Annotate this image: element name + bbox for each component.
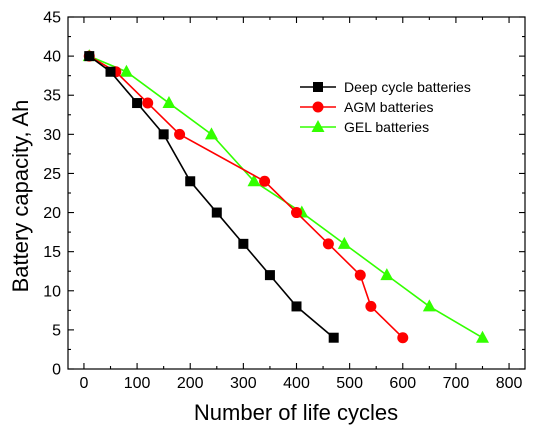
data-point-deep-cycle-batteries [328, 332, 339, 343]
y-tick-label: 0 [52, 362, 61, 379]
legend-label: AGM batteries [344, 99, 433, 115]
data-point-gel-batteries [119, 64, 133, 77]
data-point-agm-batteries [142, 97, 154, 109]
x-tick-label: 600 [389, 375, 416, 392]
legend: Deep cycle batteries AGM batteries GEL bat… [300, 79, 471, 135]
x-tick-label: 200 [177, 375, 204, 392]
data-point-gel-batteries [247, 174, 261, 187]
series-gel-batteries [82, 49, 489, 343]
y-tick-label: 10 [43, 283, 61, 300]
legend-item-gel-batteries: GEL batteries [300, 119, 429, 135]
legend-marker [311, 120, 325, 132]
x-tick-label: 0 [79, 375, 88, 392]
legend-item-agm-batteries: AGM batteries [300, 99, 433, 115]
data-point-deep-cycle-batteries [185, 176, 196, 187]
data-point-gel-batteries [380, 268, 394, 281]
y-tick-label: 20 [43, 205, 61, 222]
x-tick-label: 700 [443, 375, 470, 392]
data-point-deep-cycle-batteries [158, 129, 169, 140]
data-point-agm-batteries [354, 269, 366, 281]
y-tick-label: 40 [43, 49, 61, 66]
data-point-gel-batteries [422, 299, 436, 312]
x-axis-title: Number of life cycles [194, 400, 398, 425]
x-axis: 0 100 200 300 400 500 600 700 800 [79, 17, 523, 392]
data-point-deep-cycle-batteries [84, 51, 95, 62]
plot-border [67, 16, 526, 370]
series-deep-cycle-batteries [84, 51, 339, 343]
data-point-agm-batteries [365, 300, 377, 312]
legend-label: GEL batteries [344, 119, 429, 135]
plot-series [82, 49, 489, 344]
x-tick-label: 500 [336, 375, 363, 392]
data-point-deep-cycle-batteries [291, 301, 302, 312]
data-point-agm-batteries [291, 207, 302, 219]
y-tick-label: 15 [43, 244, 61, 261]
x-tick-label: 100 [124, 375, 151, 392]
y-axis-title: Battery capacity, Ah [8, 100, 33, 293]
y-tick-label: 30 [43, 127, 61, 144]
y-axis: 0 5 10 15 20 25 30 35 40 45 [43, 10, 525, 379]
data-point-gel-batteries [204, 127, 218, 140]
data-point-gel-batteries [337, 236, 351, 249]
data-point-agm-batteries [397, 332, 409, 344]
y-tick-label: 35 [43, 88, 61, 105]
data-point-deep-cycle-batteries [264, 270, 275, 281]
data-point-gel-batteries [162, 96, 176, 109]
y-tick-label: 45 [43, 10, 61, 27]
x-tick-label: 400 [283, 375, 310, 392]
data-point-agm-batteries [259, 175, 271, 187]
x-tick-label: 800 [496, 375, 523, 392]
legend-label: Deep cycle batteries [344, 79, 471, 95]
series-line-gel-batteries [88, 55, 483, 339]
data-point-agm-batteries [322, 238, 334, 250]
legend-marker [312, 101, 324, 113]
y-tick-label: 5 [52, 322, 61, 339]
data-point-deep-cycle-batteries [132, 98, 143, 109]
series-line-agm-batteries [88, 55, 404, 339]
data-point-deep-cycle-batteries [238, 238, 249, 249]
legend-marker [313, 82, 323, 92]
plot-frame [67, 16, 526, 370]
y-tick-label: 25 [43, 166, 61, 183]
data-point-gel-batteries [475, 330, 489, 343]
series-line-deep-cycle-batteries [88, 55, 335, 339]
legend-item-deep-cycle-batteries: Deep cycle batteries [300, 79, 471, 95]
data-point-deep-cycle-batteries [211, 207, 222, 218]
data-point-agm-batteries [174, 128, 186, 140]
data-point-deep-cycle-batteries [105, 66, 116, 77]
x-tick-label: 300 [230, 375, 257, 392]
